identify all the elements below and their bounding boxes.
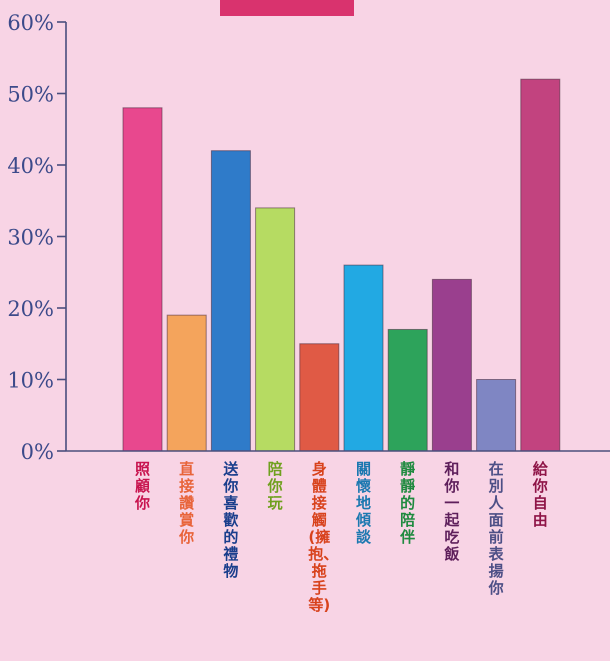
category-label: 送你喜歡的禮物 (223, 460, 239, 580)
y-tick-label: 60% (7, 11, 54, 35)
category-label: 直接讚賞你 (179, 460, 195, 546)
header-box (220, 0, 354, 16)
bar (166, 314, 207, 452)
bar (343, 264, 384, 452)
y-tick-label: 50% (7, 83, 54, 107)
y-tick-label: 10% (7, 369, 54, 393)
bar (431, 278, 472, 452)
bar (387, 328, 428, 452)
bar (476, 379, 517, 452)
bar (520, 78, 561, 452)
category-label: 陪你玩 (267, 460, 283, 512)
bar (299, 343, 340, 452)
category-label: 照顧你 (134, 460, 150, 512)
category-label: 在別人面前表揚你 (488, 460, 504, 597)
category-label: 關懷地傾談 (355, 460, 371, 546)
y-tick-label: 0% (21, 440, 54, 464)
category-label: 給你自由 (532, 460, 548, 529)
y-tick-label: 40% (7, 154, 54, 178)
y-tick-label: 30% (7, 226, 54, 250)
y-tick-label: 20% (7, 297, 54, 321)
category-label: 靜靜的陪伴 (400, 460, 416, 546)
category-label: 和你一起吃飯 (444, 460, 460, 563)
bar (255, 207, 296, 452)
bar (210, 150, 251, 452)
category-label: 身體接觸(擁抱、拖手等) (308, 460, 339, 614)
bar (122, 107, 163, 452)
